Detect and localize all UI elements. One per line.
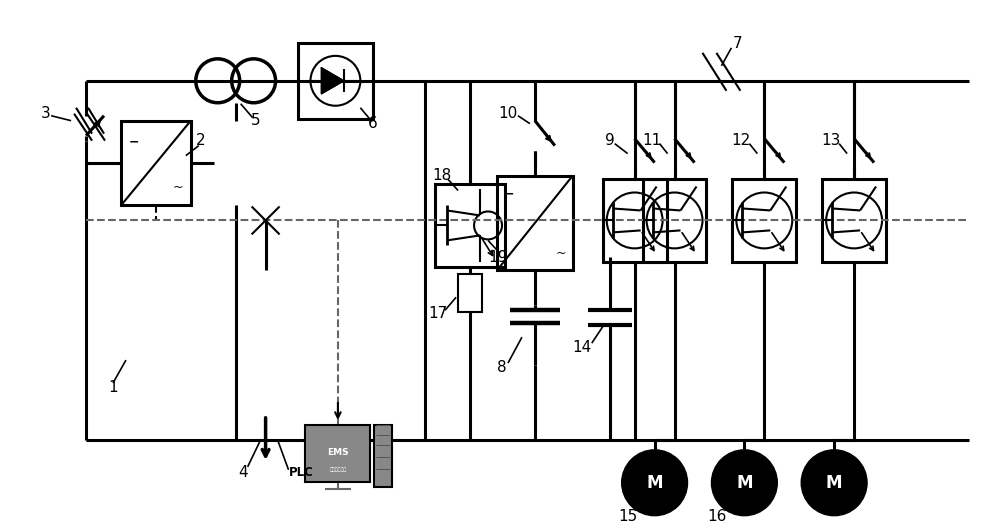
Text: M: M xyxy=(826,474,842,492)
Bar xyxy=(435,184,505,267)
Text: EMS: EMS xyxy=(327,448,349,457)
Text: 6: 6 xyxy=(367,116,377,131)
Text: ~: ~ xyxy=(172,180,183,194)
Text: −: − xyxy=(504,188,514,200)
Text: M: M xyxy=(736,474,753,492)
Polygon shape xyxy=(321,68,344,94)
Bar xyxy=(305,425,370,482)
Bar xyxy=(732,178,796,262)
Text: PLC: PLC xyxy=(289,466,313,479)
Text: 14: 14 xyxy=(572,340,591,355)
Text: 13: 13 xyxy=(821,133,841,148)
Bar xyxy=(298,43,373,119)
Bar xyxy=(643,178,706,262)
Text: ~: ~ xyxy=(555,247,566,260)
Text: 9: 9 xyxy=(605,133,615,148)
Text: 2: 2 xyxy=(196,133,206,148)
Bar xyxy=(121,120,191,206)
Text: 10: 10 xyxy=(498,106,518,121)
Text: 12: 12 xyxy=(732,133,751,148)
Circle shape xyxy=(622,450,688,515)
Circle shape xyxy=(801,450,867,515)
Text: 4: 4 xyxy=(238,466,247,480)
Text: 1: 1 xyxy=(108,380,118,394)
Text: 19: 19 xyxy=(488,250,508,265)
Circle shape xyxy=(711,450,777,515)
Text: 15: 15 xyxy=(618,509,637,524)
Text: 7: 7 xyxy=(733,36,742,52)
Text: 8: 8 xyxy=(497,360,507,375)
Bar xyxy=(497,176,573,270)
Text: −: − xyxy=(129,136,139,149)
Bar xyxy=(822,178,886,262)
Text: 17: 17 xyxy=(429,306,448,321)
Text: 3: 3 xyxy=(41,106,51,121)
Text: 16: 16 xyxy=(708,509,727,524)
Text: 11: 11 xyxy=(642,133,661,148)
Text: 18: 18 xyxy=(433,168,452,183)
Bar xyxy=(603,178,667,262)
Text: 5: 5 xyxy=(251,113,260,128)
Text: M: M xyxy=(646,474,663,492)
Text: 能源管理平台: 能源管理平台 xyxy=(329,467,347,472)
Bar xyxy=(374,425,392,487)
Bar xyxy=(458,274,482,312)
